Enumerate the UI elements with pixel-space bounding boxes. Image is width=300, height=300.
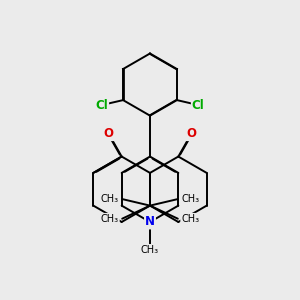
Text: Cl: Cl xyxy=(192,98,205,112)
Text: O: O xyxy=(103,127,114,140)
Text: CH₃: CH₃ xyxy=(101,194,119,204)
Text: CH₃: CH₃ xyxy=(141,245,159,255)
Text: CH₃: CH₃ xyxy=(181,194,199,204)
Text: O: O xyxy=(186,127,197,140)
Text: CH₃: CH₃ xyxy=(101,214,119,224)
Text: CH₃: CH₃ xyxy=(181,214,199,224)
Text: N: N xyxy=(145,215,155,229)
Text: Cl: Cl xyxy=(95,98,108,112)
